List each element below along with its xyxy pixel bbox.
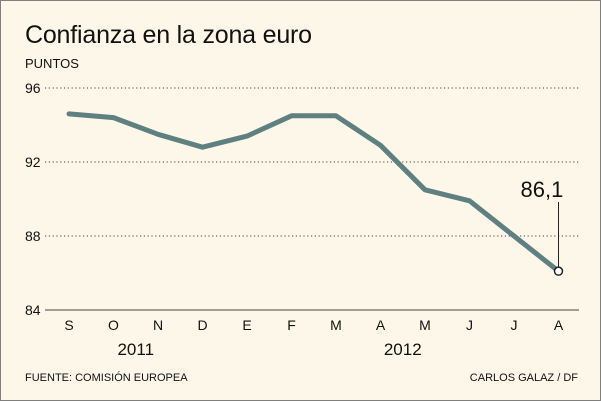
x-tick-label: A <box>554 317 564 333</box>
x-tick-label: J <box>511 317 518 333</box>
x-tick-label: N <box>153 317 163 333</box>
year-label: 2011 <box>117 340 154 359</box>
x-tick-label: J <box>466 317 473 333</box>
x-tick-label: M <box>330 317 342 333</box>
y-axis-label: PUNTOS <box>25 56 79 71</box>
source-note: FUENTE: COMISIÓN EUROPEA <box>25 372 188 384</box>
x-tick-label: F <box>287 317 296 333</box>
series-line <box>66 111 561 274</box>
y-tick-label: 92 <box>25 154 41 170</box>
x-tick-label: E <box>242 317 251 333</box>
x-tick-label: A <box>376 317 386 333</box>
annotation-marker <box>553 266 564 276</box>
x-tick-label: D <box>197 317 207 333</box>
y-tick-label: 96 <box>25 80 41 96</box>
x-tick-label: O <box>108 317 119 333</box>
annotation-label: 86,1 <box>521 177 564 202</box>
x-tick-label: S <box>64 317 73 333</box>
y-tick-label: 88 <box>25 228 41 244</box>
y-tick-label: 84 <box>25 302 41 318</box>
x-tick-label: M <box>419 317 431 333</box>
chart-title: Confianza en la zona euro <box>25 21 312 49</box>
credit-note: CARLOS GALAZ / DF <box>469 372 578 384</box>
year-label: 2012 <box>384 340 422 359</box>
